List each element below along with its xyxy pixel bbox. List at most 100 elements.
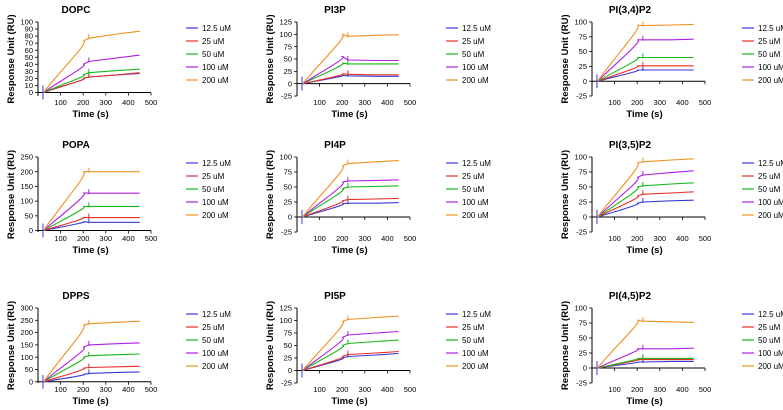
series-line-12-5-um [597,69,694,82]
legend-label: 50 uM [462,185,485,194]
legend-label: 100 uM [202,198,229,207]
chart-legend: 12.5 uM 25 uM 50 uM 100 uM 200 uM [742,159,783,220]
y-tick-label: 25 [284,67,292,76]
legend-label: 200 uM [758,76,783,85]
y-tick-label: -25 [576,228,587,237]
chart-title: DPPS [62,291,90,302]
chart-legend: 12.5 uM 25 uM 50 uM 100 uM 200 uM [446,159,491,220]
series-line-50-um [302,339,399,371]
y-tick-label: 25 [579,62,587,71]
y-tick-label: -25 [281,379,292,388]
legend-label: 12.5 uM [758,159,783,168]
series-line-12-5-um [43,221,140,232]
x-axis-label: Time (s) [331,109,367,120]
x-tick-label: 300 [100,98,113,107]
y-tick-label: 40 [25,60,33,69]
y-tick-label: 100 [279,316,292,325]
x-tick-label: 300 [100,234,113,243]
y-tick-label: 75 [579,168,587,177]
y-tick-label: 25 [284,354,292,363]
y-tick-label: 75 [284,329,292,338]
chart-legend: 12.5 uM 25 uM 50 uM 100 uM 200 uM [186,310,231,371]
series-line-100-um [597,347,694,369]
y-tick-label: 25 [579,349,587,358]
x-tick-label: 500 [404,385,417,394]
y-tick-label: 100 [574,153,587,162]
sensorgram-panel-6: DPPS 0 50 100 150 200 250 300 100 200 300 400 500 Tim… [6,291,231,407]
x-axis-label: Time (s) [626,245,662,256]
series-line-200-um [597,23,694,82]
y-tick-label: 0 [583,77,587,86]
series-line-200-um [597,158,694,218]
legend-label: 50 uM [462,50,485,59]
y-tick-label: 125 [279,304,292,313]
y-tick-label: 0 [29,377,33,386]
legend-label: 25 uM [462,323,485,332]
legend-label: 12.5 uM [462,310,491,319]
legend-label: 100 uM [758,63,783,72]
y-tick-label: 20 [25,74,33,83]
legend-label: 12.5 uM [202,310,231,319]
sensorgram-panel-3: POPA 0 50 100 150 200 250 100 200 300 400 500 Time (… [6,140,231,256]
x-tick-label: 400 [676,234,689,243]
y-tick-label: 150 [20,182,33,191]
legend-label: 50 uM [202,336,225,345]
legend-label: 200 uM [462,211,489,220]
x-tick-label: 100 [608,98,621,107]
y-axis-label: Response Unit (RU) [6,14,17,103]
series-line-25-um [43,72,140,94]
x-tick-label: 100 [313,98,326,107]
x-tick-label: 200 [336,234,349,243]
legend-label: 200 uM [202,76,229,85]
series-line-50-um [43,205,140,231]
series-line-12-5-um [597,199,694,218]
y-axis-label: Response Unit (RU) [6,150,17,239]
y-tick-label: 50 [25,211,33,220]
series-line-25-um [597,191,694,218]
series-line-200-um [302,315,399,371]
series-line-200-um [43,320,140,383]
series-line-50-um [43,68,140,93]
chart-legend: 12.5 uM 25 uM 50 uM 100 uM 200 uM [446,24,491,85]
y-tick-label: 150 [20,340,33,349]
y-tick-label: -25 [576,379,587,388]
legend-label: 50 uM [462,336,485,345]
legend-label: 50 uM [758,185,781,194]
y-tick-label: 75 [579,32,587,41]
series-line-50-um [302,185,399,218]
x-tick-label: 500 [699,234,712,243]
series-line-25-um [43,365,140,383]
series-line-100-um [43,54,140,93]
y-tick-label: 0 [29,226,33,235]
sensorgram-panel-4: PI4P -25 0 25 50 75 100 100 200 300 400 500 Time (s)… [265,140,491,256]
x-axis-label: Time (s) [72,245,108,256]
x-tick-label: 200 [336,98,349,107]
y-axis-label: Response Unit (RU) [560,301,571,390]
x-tick-label: 500 [145,98,158,107]
y-tick-label: 100 [574,304,587,313]
chart-title: PI3P [324,5,346,16]
legend-label: 100 uM [202,349,229,358]
x-tick-label: 100 [608,385,621,394]
y-tick-label: 0 [583,213,587,222]
sensorgram-panel-8: PI(4,5)P2 -25 0 25 50 75 100 100 200 300 400 500 Tim… [560,291,783,407]
y-tick-label: 75 [284,168,292,177]
legend-label: 200 uM [202,362,229,371]
x-tick-label: 200 [631,385,644,394]
x-tick-label: 400 [122,385,135,394]
y-tick-label: 0 [29,88,33,97]
series-line-100-um [302,179,399,218]
x-tick-label: 200 [631,234,644,243]
legend-label: 100 uM [758,198,783,207]
chart-legend: 12.5 uM 25 uM 50 uM 100 uM 200 uM [186,159,231,220]
legend-label: 12.5 uM [758,24,783,33]
y-tick-label: 100 [20,197,33,206]
x-tick-label: 500 [699,385,712,394]
y-tick-label: -25 [281,228,292,237]
y-tick-label: 30 [25,67,33,76]
x-tick-label: 100 [54,98,67,107]
sensorgram-panel-2: PI(3,4)P2 -25 0 25 50 75 100 100 200 300 400 500 Tim… [560,5,783,120]
x-tick-label: 300 [654,385,667,394]
y-tick-label: 50 [25,53,33,62]
x-axis-label: Time (s) [72,396,108,407]
